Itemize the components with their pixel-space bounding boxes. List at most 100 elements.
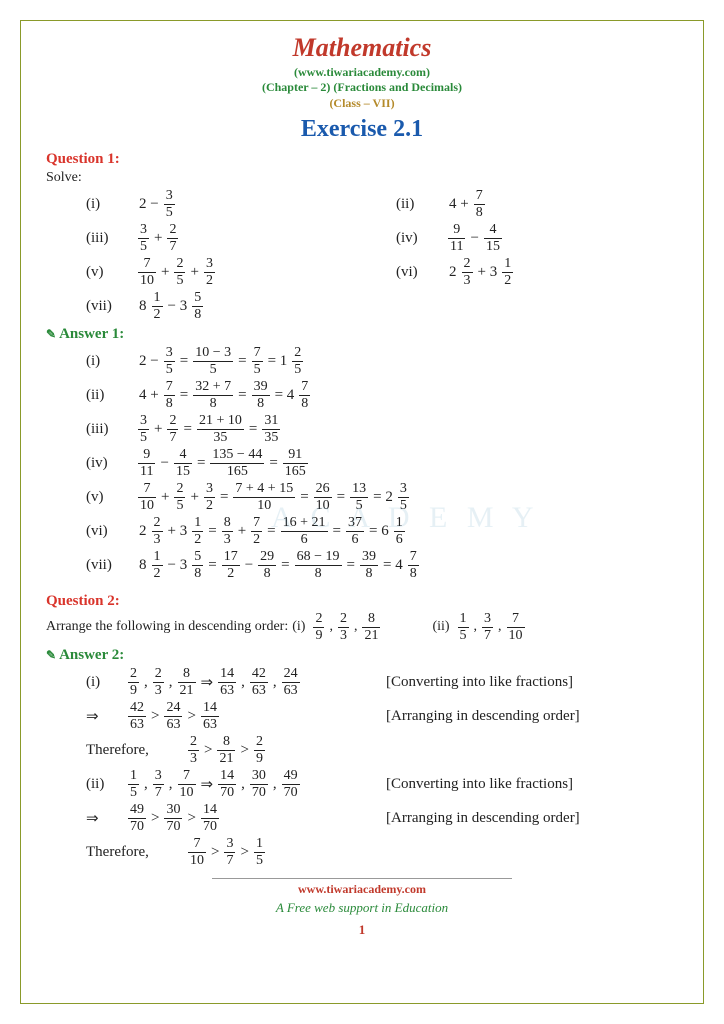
- fraction: 15: [128, 769, 139, 800]
- fraction: 25: [174, 257, 185, 288]
- math-text: +: [161, 264, 169, 281]
- fraction: 12: [152, 291, 163, 322]
- fraction: 37: [482, 612, 493, 643]
- fraction: 27: [167, 223, 178, 254]
- answer-row: (v)710+25+32=7 + 4 + 1510=2610=135= 235: [86, 482, 678, 513]
- fraction: 27: [167, 414, 178, 445]
- roman-numeral: (i): [86, 353, 136, 370]
- math-text: 8: [139, 298, 147, 315]
- fraction: 2463: [282, 667, 300, 698]
- math-text: =: [238, 353, 246, 370]
- math-text: + 3: [168, 523, 188, 540]
- math-text: +: [161, 489, 169, 506]
- math-text: 8: [139, 557, 147, 574]
- math-text: =: [337, 489, 345, 506]
- fraction: 16: [394, 516, 405, 547]
- roman-numeral: (vi): [396, 264, 446, 281]
- footer-link: www.tiwariacademy.com: [212, 878, 512, 897]
- math-text: + 3: [478, 264, 498, 281]
- fraction: 7 + 4 + 1510: [233, 482, 295, 513]
- question-item: (iv)911−415: [396, 223, 504, 254]
- fraction: 37: [224, 837, 235, 868]
- question-item: (i)2 −35: [86, 189, 396, 220]
- fraction: 23: [188, 735, 199, 766]
- site: (www.tiwariacademy.com): [46, 65, 678, 81]
- line-prefix: (i): [86, 674, 126, 691]
- fraction: 25: [174, 482, 185, 513]
- page: A C A D E M Y Mathematics (www.tiwariaca…: [20, 20, 704, 1004]
- fraction: 35: [398, 482, 409, 513]
- fraction: 23: [462, 257, 473, 288]
- question-row: (vii)8 12 − 358: [86, 291, 678, 322]
- math-text: >: [240, 742, 248, 759]
- fraction: 710: [138, 257, 156, 288]
- answer-1-items: (i)2 −35=10 − 35=75= 125(ii)4 +78=32 + 7…: [46, 346, 678, 581]
- math-text: = 2: [373, 489, 393, 506]
- roman-numeral: (vii): [86, 298, 136, 315]
- math-sequence: 710>37>15: [186, 837, 446, 868]
- math-text: −: [245, 557, 253, 574]
- line-prefix: ⇒: [86, 707, 126, 726]
- question-item: (ii)4 +78: [396, 189, 487, 220]
- fraction: 1470: [218, 769, 236, 800]
- question-2-part: (ii) 15,37,710: [432, 612, 526, 643]
- fraction: 29: [128, 667, 139, 698]
- math-text: >: [204, 742, 212, 759]
- answer-2-items: (i)29,23,821 ⇒ 1463,4263,2463[Converting…: [46, 667, 678, 868]
- math-text: >: [187, 708, 195, 725]
- math-text: − 3: [168, 298, 188, 315]
- fraction: 35: [138, 223, 149, 254]
- fraction: 58: [192, 291, 203, 322]
- fraction: 911: [448, 223, 465, 254]
- roman-numeral: (iv): [396, 230, 446, 247]
- fraction: 710: [188, 837, 206, 868]
- fraction: 29: [313, 612, 324, 643]
- fraction: 83: [222, 516, 233, 547]
- math-text: ,: [354, 619, 358, 635]
- fraction: 3070: [164, 803, 182, 834]
- roman-numeral: (iii): [86, 421, 136, 438]
- footer-tag: A Free web support in Education: [46, 900, 678, 916]
- math-text: +: [190, 264, 198, 281]
- math-text: =: [238, 387, 246, 404]
- question-item: (vi)223+ 312: [396, 257, 515, 288]
- math-text: =: [208, 523, 216, 540]
- fraction: 32 + 78: [193, 380, 233, 411]
- answer-2-row: (i)29,23,821 ⇒ 1463,4263,2463[Converting…: [86, 667, 678, 698]
- question-row: (v)710+25+32(vi)223+ 312: [86, 257, 678, 288]
- fraction: 135 − 44165: [210, 448, 264, 479]
- fraction: 29: [254, 735, 265, 766]
- math-text: ,: [144, 674, 148, 691]
- math-text: =: [183, 421, 191, 438]
- fraction: 32: [204, 257, 215, 288]
- fraction: 821: [217, 735, 235, 766]
- fraction: 2463: [164, 701, 182, 732]
- math-text: >: [151, 708, 159, 725]
- question-item: (iii)35+27: [86, 223, 396, 254]
- roman-numeral: (vi): [86, 523, 136, 540]
- fraction: 35: [164, 346, 175, 377]
- fraction: 25: [292, 346, 303, 377]
- math-text: ,: [474, 619, 478, 635]
- math-text: =: [269, 455, 277, 472]
- math-text: +: [154, 421, 162, 438]
- fraction: 3070: [250, 769, 268, 800]
- question-1-label: Question 1:: [46, 151, 678, 168]
- question-row: (i)2 −35(ii)4 +78: [86, 189, 678, 220]
- fraction: 21 + 1035: [197, 414, 244, 445]
- math-text: >: [151, 810, 159, 827]
- fraction: 2610: [314, 482, 332, 513]
- fraction: 4263: [250, 667, 268, 698]
- fraction: 32: [204, 482, 215, 513]
- fraction: 75: [252, 346, 263, 377]
- fraction: 710: [507, 612, 525, 643]
- fraction: 23: [153, 667, 164, 698]
- math-text: =: [281, 557, 289, 574]
- math-text: 2: [449, 264, 457, 281]
- math-text: ,: [169, 776, 173, 793]
- fraction: 23: [338, 612, 349, 643]
- roman-numeral: (v): [86, 264, 136, 281]
- math-text: − 3: [168, 557, 188, 574]
- fraction: 1463: [218, 667, 236, 698]
- math-text: =: [300, 489, 308, 506]
